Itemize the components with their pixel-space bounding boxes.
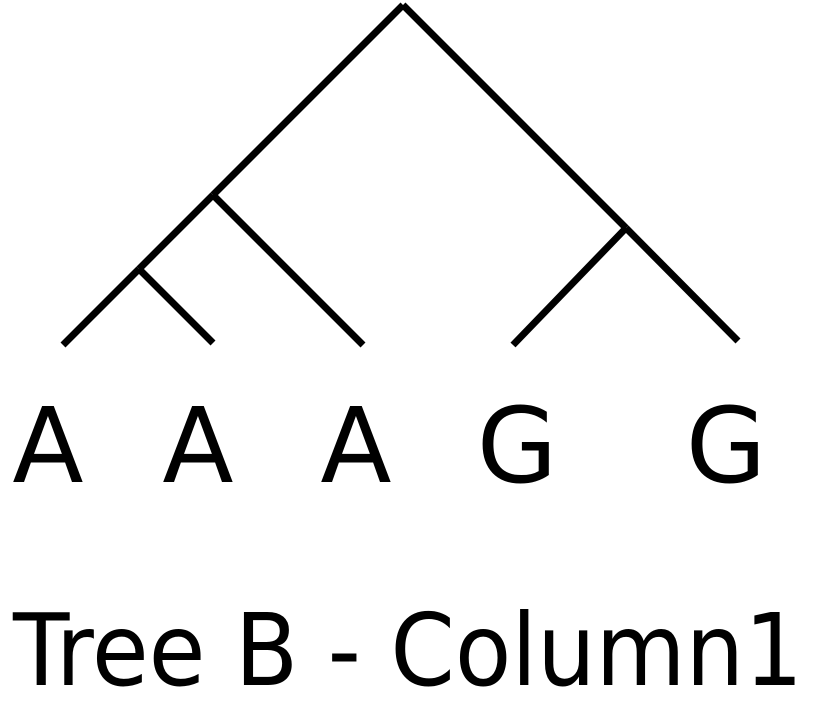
branch-root-left	[210, 2, 406, 198]
leaf-label-4: G	[477, 385, 558, 507]
leaf-labels: A A A G G	[12, 385, 766, 507]
leaf-label-2: A	[162, 385, 233, 507]
branch-leaf-5	[623, 225, 741, 344]
branch-leaf-3	[210, 192, 366, 348]
leaf-label-5: G	[686, 385, 767, 507]
branch-leaf-1	[60, 266, 142, 348]
branch-leaf-4	[510, 225, 629, 348]
tree-branches	[60, 2, 741, 348]
branch-left-to-inner	[136, 192, 216, 272]
tree-caption: Tree B - Column1	[12, 592, 803, 709]
branch-root-right	[400, 2, 629, 231]
branch-leaf-2	[136, 266, 216, 346]
leaf-label-3: A	[320, 385, 391, 507]
leaf-label-1: A	[12, 385, 83, 507]
